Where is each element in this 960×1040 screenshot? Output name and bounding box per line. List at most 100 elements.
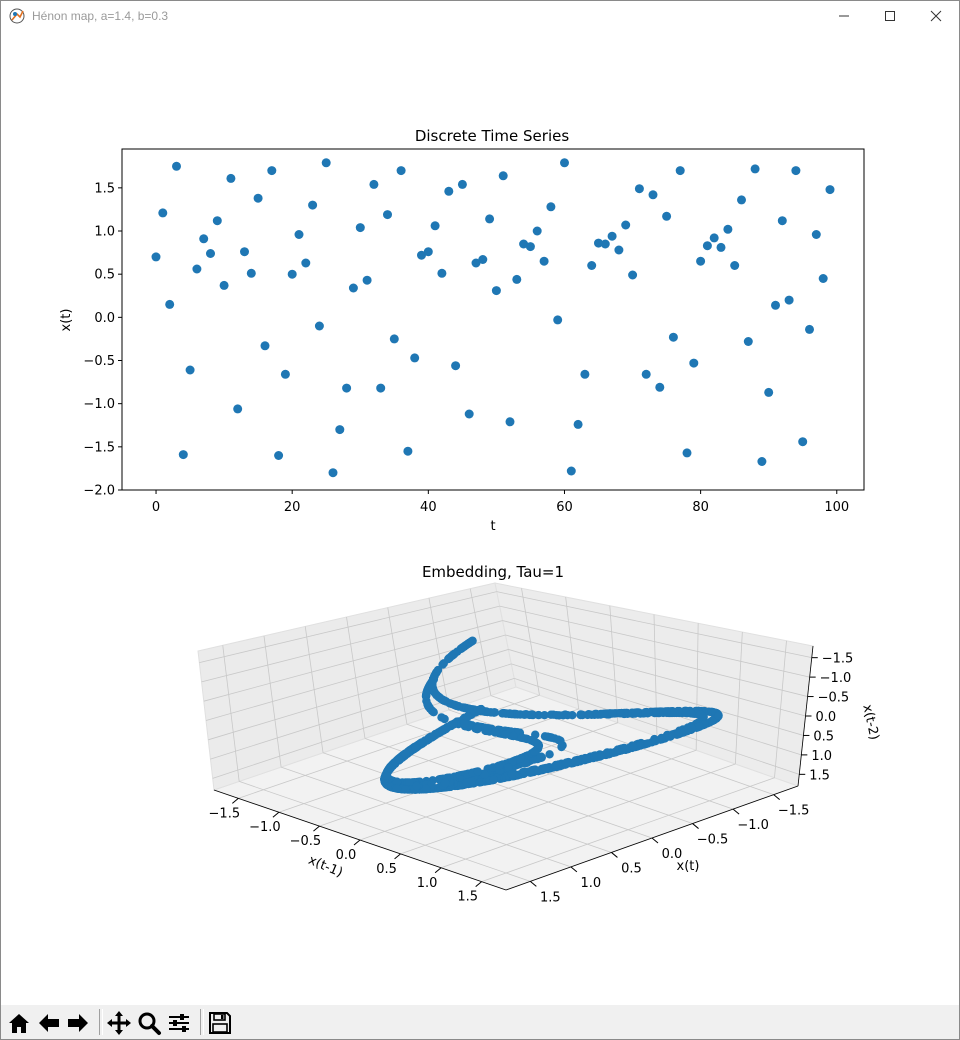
data-point xyxy=(689,358,699,368)
y-tick-label: −1.0 xyxy=(83,397,115,412)
embedding-point xyxy=(401,749,410,758)
y-tick-label: −1.5 xyxy=(209,806,241,821)
data-point xyxy=(253,193,263,203)
embedding-point xyxy=(657,733,666,743)
x-tick xyxy=(692,823,699,829)
y-tick-label: 1.0 xyxy=(417,876,438,891)
x-tick-label: 40 xyxy=(420,500,437,515)
grid-line xyxy=(201,605,500,683)
data-point xyxy=(553,315,563,325)
y-tick-label: 1.5 xyxy=(94,181,115,196)
zoom-button[interactable] xyxy=(135,1009,163,1037)
x-tick xyxy=(651,837,659,844)
grid-line xyxy=(428,598,450,710)
title-bar[interactable]: Hénon map, a=1.4, b=0.3 xyxy=(1,1,959,31)
axes-frame xyxy=(121,148,865,491)
y-tick-label: −1.5 xyxy=(83,440,115,455)
x-tick-label: 1.5 xyxy=(540,890,561,905)
grid-line xyxy=(406,723,693,824)
data-point xyxy=(662,211,672,221)
pan-button[interactable] xyxy=(105,1009,133,1037)
window-title: Hénon map, a=1.4, b=0.3 xyxy=(32,9,169,23)
embedding-point xyxy=(449,719,458,729)
maximize-button[interactable] xyxy=(867,1,913,31)
embedding-point xyxy=(562,758,571,767)
embedding-point xyxy=(608,709,617,718)
data-point xyxy=(403,446,413,456)
data-point xyxy=(655,382,665,392)
grid-line xyxy=(774,640,787,778)
y-tick xyxy=(313,825,320,832)
embedding-point xyxy=(473,767,482,776)
minimize-button[interactable] xyxy=(821,1,867,31)
data-point xyxy=(702,241,712,251)
embedding-point xyxy=(395,755,404,764)
back-icon xyxy=(39,1014,59,1032)
data-point xyxy=(444,186,454,196)
embedding-point xyxy=(467,777,476,786)
embedding-3d-plot: Embedding, Tau=1 −1.5 −1.5 −1.5 −1.0 −1.0 −1.… xyxy=(197,563,881,905)
embedding-point xyxy=(540,764,550,773)
chart-title: Embedding, Tau=1 xyxy=(422,563,564,581)
data-point xyxy=(525,242,535,252)
y-tick xyxy=(232,797,239,804)
data-point xyxy=(491,286,501,296)
embedding-point xyxy=(681,708,691,718)
embedding-point xyxy=(641,708,650,717)
x-tick xyxy=(570,866,578,873)
data-point xyxy=(811,230,821,239)
forward-button[interactable] xyxy=(64,1009,92,1037)
embedding-point xyxy=(468,636,477,646)
data-point xyxy=(335,425,345,435)
z-tick-label: −0.5 xyxy=(818,691,850,706)
embedding-point xyxy=(490,728,500,737)
embedding-point xyxy=(536,752,545,762)
toolbar-separator xyxy=(99,1009,103,1035)
data-point xyxy=(750,164,760,174)
data-point xyxy=(423,247,433,257)
z-tick-label: 1.0 xyxy=(811,749,832,764)
embedding-point xyxy=(382,771,391,781)
embedding-point xyxy=(434,692,443,702)
maximize-icon xyxy=(885,11,895,21)
data-point xyxy=(532,226,542,236)
data-point xyxy=(560,158,569,168)
embedding-point xyxy=(552,711,561,720)
grid-line xyxy=(469,588,492,696)
y-tick-label: 1.5 xyxy=(457,890,478,905)
data-point xyxy=(737,195,746,205)
close-icon xyxy=(930,10,942,22)
data-point xyxy=(451,361,461,371)
data-point xyxy=(396,166,406,176)
data-point xyxy=(437,268,447,278)
home-button[interactable] xyxy=(5,1009,33,1037)
embedding-point xyxy=(516,733,526,742)
configure-subplots-button[interactable] xyxy=(165,1009,193,1037)
grid-line xyxy=(199,591,497,663)
back-button[interactable] xyxy=(35,1009,63,1037)
x-tick-label: −1.0 xyxy=(737,818,769,833)
embedding-point xyxy=(584,710,593,719)
data-point xyxy=(825,185,835,195)
close-button[interactable] xyxy=(913,1,959,31)
y-axis-line xyxy=(213,789,507,891)
data-point xyxy=(308,200,318,210)
data-point xyxy=(294,230,304,239)
data-point xyxy=(777,216,787,226)
data-point xyxy=(383,210,392,220)
save-button[interactable] xyxy=(206,1009,234,1037)
y-tick xyxy=(353,839,361,846)
grid-line xyxy=(387,607,408,725)
data-point xyxy=(471,258,481,268)
grid-line xyxy=(499,605,810,678)
data-point xyxy=(280,369,290,379)
figure-canvas[interactable]: Discrete Time Series 0 20 40 60 80 100 −2.0 −1.… xyxy=(1,32,959,1004)
data-point xyxy=(805,324,814,334)
x-tick-label: −0.5 xyxy=(697,833,729,848)
x-tick xyxy=(773,794,780,801)
embedding-point xyxy=(450,649,459,658)
navigation-toolbar xyxy=(1,1005,959,1039)
embedding-point xyxy=(473,724,482,734)
data-point xyxy=(478,255,488,264)
